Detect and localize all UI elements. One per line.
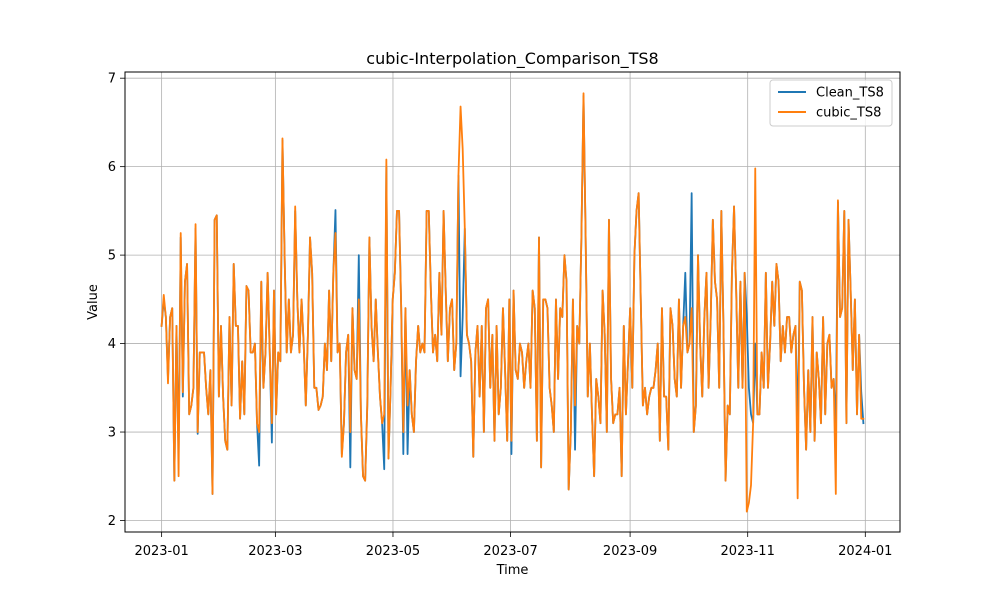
x-tick-label: 2024-01 <box>838 544 892 559</box>
legend-label-clean: Clean_TS8 <box>816 86 884 101</box>
y-tick-label: 3 <box>108 426 116 441</box>
plot-area <box>160 92 865 513</box>
x-tick-label: 2023-05 <box>366 544 420 559</box>
x-tick-label: 2023-03 <box>248 544 302 559</box>
y-tick-label: 4 <box>108 337 116 352</box>
x-tick-label: 2023-01 <box>134 544 188 559</box>
x-axis: 2023-01 2023-03 2023-05 2023-07 2023-09 2023-… <box>134 532 892 559</box>
x-tick-label: 2023-07 <box>483 544 537 559</box>
x-axis-label: Time <box>496 563 529 578</box>
x-tick-label: 2023-09 <box>603 544 657 559</box>
series-line-cubic-ts8 <box>160 92 865 513</box>
y-tick-label: 7 <box>108 72 116 87</box>
legend: Clean_TS8 cubic_TS8 <box>769 79 893 127</box>
legend-label-cubic: cubic_TS8 <box>816 106 881 121</box>
chart-title: cubic-Interpolation_Comparison_TS8 <box>366 49 658 69</box>
y-tick-label: 5 <box>108 249 116 264</box>
y-axis: 2 3 4 5 6 7 <box>108 72 125 529</box>
y-axis-label: Value <box>86 284 101 320</box>
x-tick-label: 2023-11 <box>721 544 775 559</box>
y-tick-label: 2 <box>108 514 116 529</box>
axes-frame <box>124 71 901 533</box>
y-tick-label: 6 <box>108 160 116 175</box>
